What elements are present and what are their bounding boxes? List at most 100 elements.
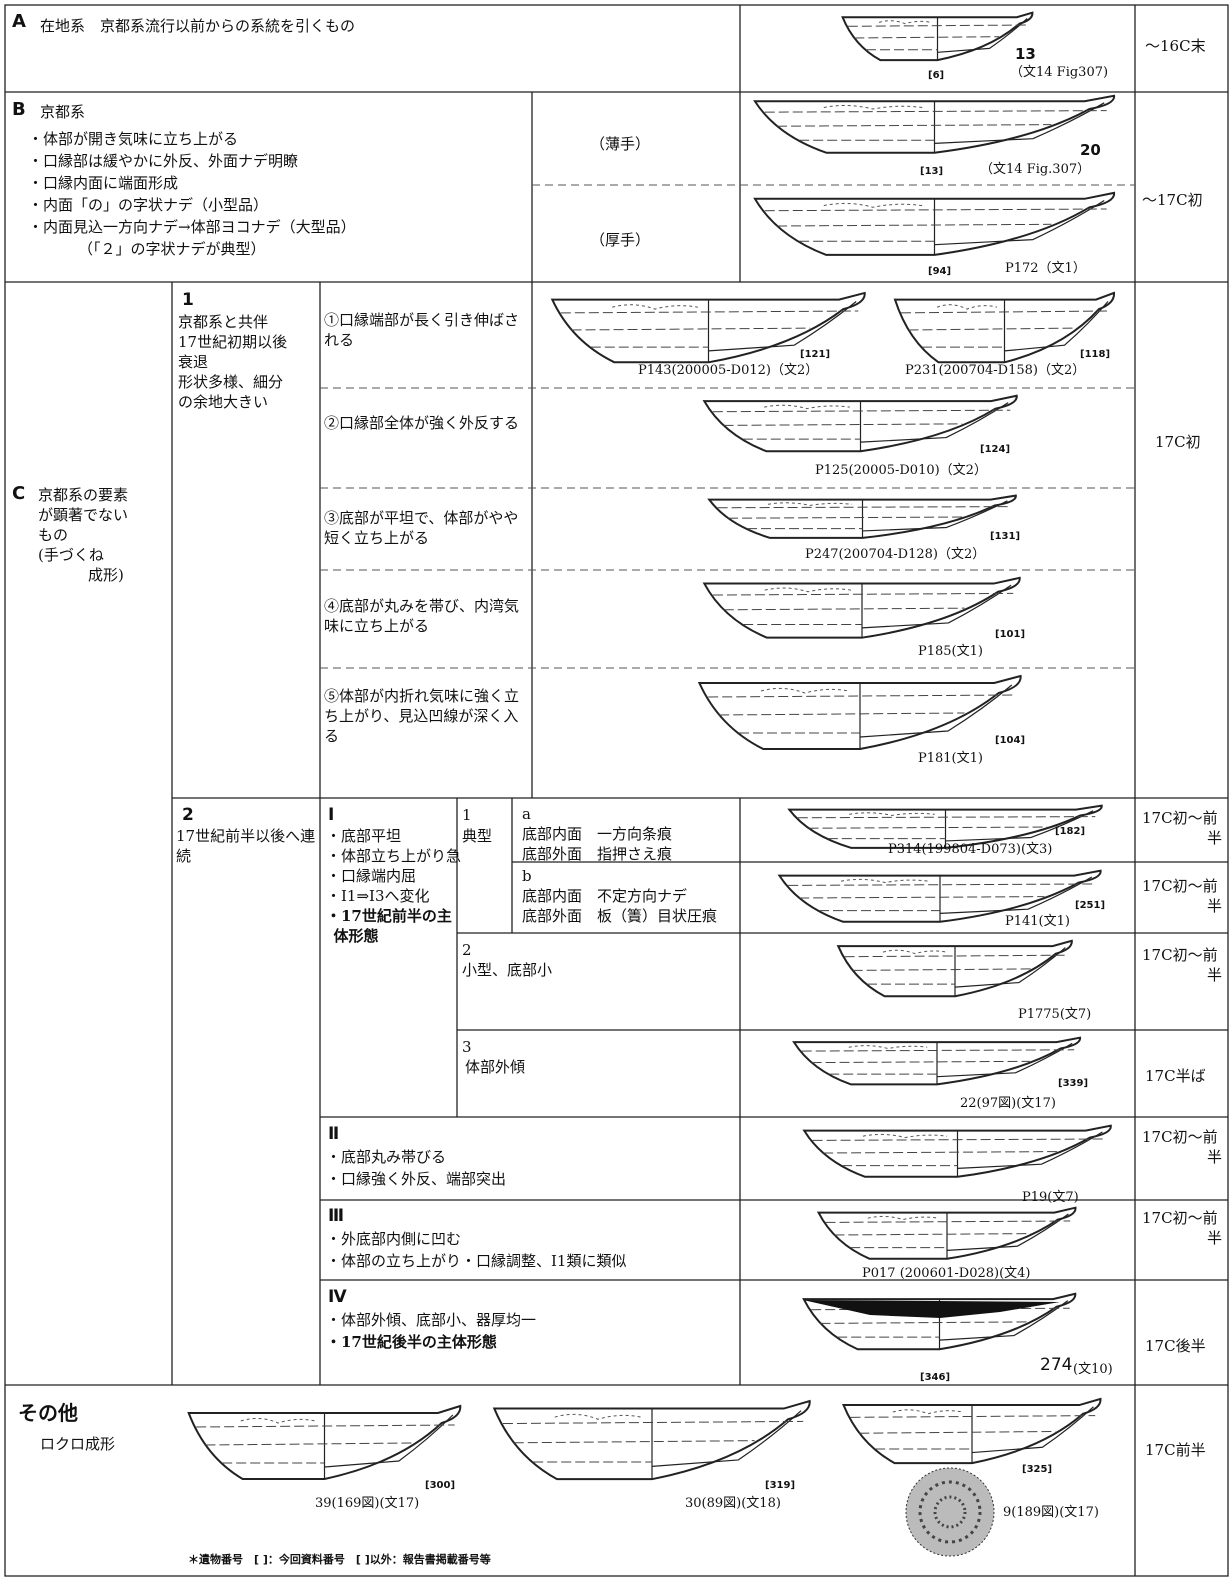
line: が顕著でない: [38, 506, 129, 524]
figure-ref: [346]: [920, 1372, 951, 1383]
figure-source: P19(文7): [1022, 1190, 1079, 1205]
figure-ref: [104]: [995, 735, 1026, 746]
figure-ref: [118]: [1080, 349, 1111, 360]
figure-source: 22(97図)(文17): [960, 1096, 1056, 1111]
figure-ref: [339]: [1058, 1078, 1089, 1089]
date: ～17C初: [1142, 191, 1203, 209]
line: 京都系の要素: [38, 486, 129, 504]
point: ・17世紀前半の主体形態: [326, 907, 452, 945]
figure-ref: [6]: [928, 70, 945, 81]
point: ・Ⅰ1⇒Ⅰ3へ変化: [326, 887, 430, 905]
line: もの: [38, 526, 69, 544]
group-number: 2: [182, 805, 194, 825]
figure-no: 20: [1080, 141, 1101, 159]
line: 底部内面 一方向条痕: [522, 825, 673, 843]
figure-source: 9(189図)(文17): [1003, 1505, 1099, 1520]
point: ・底部丸み帯びる: [326, 1148, 447, 1166]
point: ・外底部内側に凹む: [326, 1230, 462, 1248]
points: ・底部平坦 ・体部立ち上がり急 ・口縁端内屈 ・Ⅰ1⇒Ⅰ3へ変化 ・17世紀前半…: [326, 826, 462, 946]
point: ・口縁内面に端面形成: [28, 174, 179, 192]
date: 17C初～前半: [1142, 1128, 1222, 1166]
sub-text: 小型、底部小: [462, 961, 553, 979]
line: の余地大きい: [178, 393, 269, 411]
sub-label: （厚手）: [590, 231, 651, 249]
date: 17C初～前半: [1142, 877, 1222, 915]
variant-text: 底部内面 不定方向ナデ 底部外面 板（簀）目状圧痕: [522, 886, 737, 926]
sub-text: 体部外傾: [465, 1058, 526, 1076]
figure-ref: [13]: [920, 166, 944, 177]
figure-source: （文14 Fig.307）: [980, 162, 1091, 177]
item-text: ④底部が丸みを帯び、内湾気味に立ち上がる: [324, 597, 520, 635]
line: 底部内面 不定方向ナデ: [522, 887, 688, 905]
item-text: ⑤体部が内折れ気味に強く立ち上がり、見込凹線が深く入る: [324, 687, 520, 745]
item-text: ①口縁端部が長く引き伸ばされる: [324, 311, 520, 349]
point: ・体部外傾、底部小、器厚均一: [326, 1311, 537, 1329]
type-numeral: Ⅲ: [328, 1206, 345, 1226]
group-text: 17世紀前半以後へ連続: [176, 827, 316, 865]
line: 衰退: [178, 353, 209, 371]
figure-ref: [124]: [980, 444, 1011, 455]
variant-text: 底部内面 一方向条痕 底部外面 指押さえ痕: [522, 824, 672, 864]
points: ・体部外傾、底部小、器厚均一 ・17世紀後半の主体形態: [326, 1309, 536, 1353]
date: 17C初: [1155, 433, 1201, 451]
row-text: 在地系 京都系流行以前からの系統を引くもの: [40, 17, 356, 35]
row-label: C: [12, 483, 26, 504]
point: ・体部立ち上がり急: [326, 847, 462, 865]
figure-no: 274: [1040, 1355, 1073, 1375]
item-text: ②口縁部全体が強く外反する: [324, 414, 520, 432]
point: ・口縁端内屈: [326, 867, 417, 885]
figure-source: 39(169図)(文17): [315, 1496, 420, 1511]
row-text: 京都系の要素 が顕著でない もの (手づくね 成形): [38, 485, 128, 585]
row-label: B: [12, 99, 26, 120]
date: ～16C末: [1145, 37, 1206, 55]
item-text: ③底部が平坦で、体部がやや短く立ち上がる: [324, 509, 519, 547]
line: 底部外面 板（簀）目状圧痕: [522, 907, 718, 925]
line: 底部外面 指押さえ痕: [522, 845, 673, 863]
line: 京都系と共伴: [178, 313, 269, 331]
figure-source: P143(200005-D012)（文2）: [638, 363, 819, 378]
figure-source: P314(199804-D073)(文3): [888, 842, 1053, 857]
figure-ref: [101]: [995, 629, 1026, 640]
figure-ref: [182]: [1055, 826, 1086, 837]
date: 17C前半: [1145, 1441, 1206, 1459]
date: 17C後半: [1145, 1337, 1206, 1355]
line: 形状多様、細分: [178, 373, 284, 391]
figure-source: P141(文1): [1005, 914, 1070, 929]
figure-source: P247(200704-D128)（文2）: [805, 547, 986, 562]
figure-no: 13: [1015, 45, 1036, 63]
figure-source: P185(文1): [918, 644, 983, 659]
type-numeral: Ⅱ: [328, 1124, 340, 1144]
figure-ref: [300]: [425, 1480, 456, 1491]
figure-source: P017 (200601-D028)(文4): [862, 1266, 1031, 1281]
variant-letter: a: [522, 805, 531, 823]
line: (手づくね: [38, 546, 104, 564]
group-text: 京都系と共伴 17世紀初期以後 衰退 形状多様、細分 の余地大きい: [178, 312, 287, 412]
date: 17C半ば: [1145, 1067, 1206, 1085]
figure-source: P1775(文7): [1018, 1007, 1092, 1022]
type-numeral: Ⅰ: [328, 805, 335, 825]
bowl-drawings: [187, 11, 1116, 1557]
point: ・内面「の」の字状ナデ（小型品）: [28, 196, 269, 214]
points: ・外底部内側に凹む ・体部の立ち上がり・口縁調整、Ⅰ1類に類似: [326, 1228, 626, 1272]
figure-source: P172（文1）: [1005, 261, 1086, 276]
sub-label: （薄手）: [590, 135, 651, 153]
figure-source: P125(20005-D010)（文2）: [815, 463, 987, 478]
figure-ref: [94]: [928, 266, 952, 277]
point: ・口縁部は緩やかに外反、外面ナデ明瞭: [28, 152, 299, 170]
group-number: 1: [182, 290, 194, 310]
date: 17C初～前半: [1142, 809, 1222, 847]
other-title: その他: [18, 1401, 78, 1425]
figure-ref: [319]: [765, 1480, 796, 1491]
other-subtitle: ロクロ成形: [40, 1435, 116, 1453]
figure-source: P231(200704-D158)（文2）: [905, 363, 1086, 378]
sub-number: 1: [462, 806, 472, 824]
point: ・体部が開き気味に立ち上がる: [28, 130, 239, 148]
figure-source: (文10): [1073, 1362, 1113, 1377]
point: ・17世紀後半の主体形態: [326, 1333, 497, 1351]
type-numeral: Ⅳ: [328, 1287, 347, 1307]
point: ・底部平坦: [326, 827, 402, 845]
sub-number: 3: [462, 1038, 472, 1056]
line: 17世紀初期以後: [178, 333, 288, 351]
figure-ref: [121]: [800, 349, 831, 360]
